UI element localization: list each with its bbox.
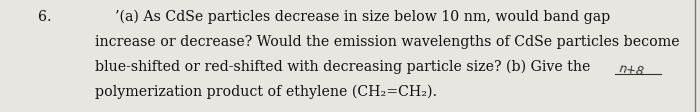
Text: n+8: n+8	[618, 61, 645, 78]
Text: increase or decrease? Would the emission wavelengths of CdSe particles become: increase or decrease? Would the emission…	[95, 35, 680, 49]
Text: polymerization product of ethylene (CH₂=CH₂).: polymerization product of ethylene (CH₂=…	[95, 84, 437, 99]
Text: 6.: 6.	[38, 10, 52, 24]
Text: ’(a) As CdSe particles decrease in size below 10 nm, would band gap: ’(a) As CdSe particles decrease in size …	[115, 10, 610, 24]
Text: blue-shifted or red-shifted with decreasing particle size? (b) Give the: blue-shifted or red-shifted with decreas…	[95, 59, 590, 74]
